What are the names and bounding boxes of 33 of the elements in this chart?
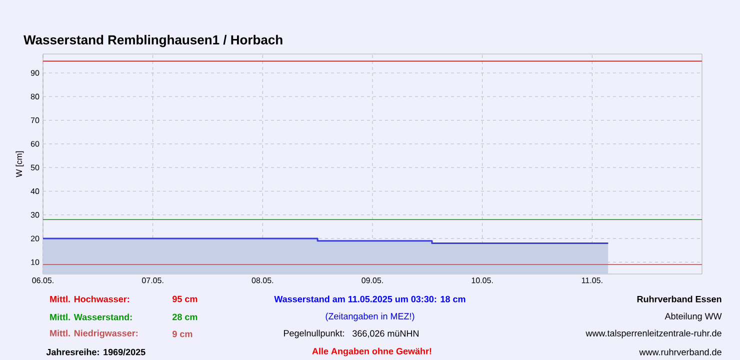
text: Ruhrverband Essen [637,296,722,302]
x-tick-label: 08.05. [252,278,274,284]
text: 366,026 müNHN [352,330,418,338]
y-tick-label: 80 [30,94,40,100]
y-tick-label: 50 [30,164,40,170]
text: Jahresreihe: 1969/2025 [46,348,146,356]
y-tick-label: 20 [30,236,40,242]
x-tick-label: 07.05. [142,278,164,284]
text: 28 cm [172,314,198,320]
text: Alle Angaben ohne Gewähr! [312,348,432,356]
y-tick-label: 90 [30,70,40,76]
text: 9 cm [172,330,192,338]
x-tick-label: 09.05. [362,278,383,284]
text: www.ruhrverband.de [639,348,722,356]
text: 95 cm [172,296,198,302]
text: Wasserstand am 11.05.2025 um 03:30: 18 cm [274,296,466,302]
ref-line-label: Mittl. Hochwasser: [50,296,130,302]
chart-title: Wasserstand Remblinghausen1 / Horbach [24,34,282,48]
y-tick-label: 10 [31,259,40,266]
y-tick-label: 60 [30,141,40,147]
ref-line-label: Mittl. Wasserstand: [50,314,132,320]
x-tick-label: 11.05. [582,278,602,284]
x-tick-label: 06.05. [32,278,54,284]
y-tick-label: 70 [30,117,40,124]
x-tick-label: 10.05. [472,278,493,284]
text: (Zeitangaben in MEZ!) [326,312,414,322]
ref-line-label: Mittl. Niedrigwasser: [50,330,138,338]
y-tick-label: 40 [30,188,40,194]
text: Pegelnullpunkt: [284,330,344,338]
text: www.talsperrenleitzentrale-ruhr.de [586,330,722,338]
y-axis-title: W [cm] [16,151,24,178]
text: Abteilung WW [664,312,722,322]
y-tick-label: 30 [30,212,40,218]
